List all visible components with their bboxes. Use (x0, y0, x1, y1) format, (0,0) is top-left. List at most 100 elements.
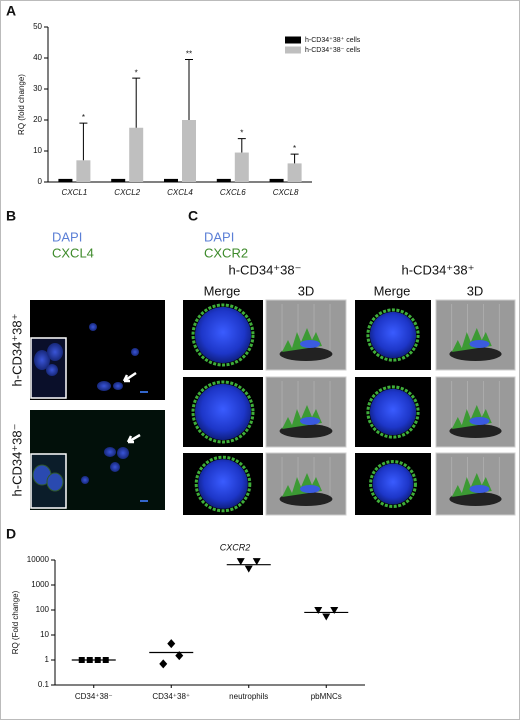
annotation: * (240, 129, 243, 138)
row-label: h-CD34⁺38⁻ (9, 424, 24, 497)
y-tick-label: 10 (33, 146, 42, 155)
column-label: Merge (374, 283, 411, 298)
annotation: * (135, 68, 138, 77)
surface-base (449, 347, 502, 361)
micrograph (30, 300, 165, 400)
error-bar (237, 138, 246, 153)
data-point (252, 558, 261, 566)
y-tick-label: 20 (33, 115, 42, 124)
micrograph (30, 410, 165, 510)
y-tick-label: 0 (38, 177, 43, 186)
data-point (244, 565, 253, 573)
bar (287, 163, 302, 182)
x-tick-label: CXCL8 (273, 188, 299, 197)
legend-label: h-CD34⁺38⁻ cells (305, 46, 361, 54)
panel-label: B (6, 208, 16, 224)
cell-membrane (194, 455, 252, 513)
x-tick-label: CXCL6 (220, 188, 246, 197)
surface-top (469, 485, 490, 493)
data-point (167, 639, 176, 649)
data-point (330, 607, 339, 614)
cell-membrane (369, 460, 417, 508)
data-point (175, 651, 184, 661)
surface-top (469, 417, 490, 425)
cell-membrane (191, 380, 255, 444)
cell-membrane (366, 308, 420, 362)
column-label: Merge (204, 283, 241, 298)
panel-label: A (6, 3, 16, 19)
data-point (236, 558, 245, 566)
annotation: * (293, 144, 296, 153)
group-title: h-CD34⁺38⁺ (402, 262, 475, 277)
panel-label: C (188, 208, 198, 224)
data-point (314, 607, 323, 614)
data-point (94, 657, 101, 663)
y-axis-label: RQ (fold change) (17, 74, 26, 135)
data-point (86, 657, 93, 663)
legend-swatch (285, 46, 301, 54)
cell-membrane (366, 385, 420, 439)
x-tick-label: CD34⁺38⁺ (152, 692, 190, 701)
cell-nucleus (195, 384, 251, 440)
bar (182, 120, 196, 182)
y-axis-label: RQ (Fold change) (11, 590, 20, 654)
error-bar (185, 59, 193, 120)
x-tick-label: neutrophils (229, 692, 268, 701)
surface-base (279, 492, 333, 506)
bar (111, 178, 126, 182)
y-tick-label: 1000 (31, 580, 49, 589)
cell-nucleus (372, 463, 414, 505)
bar (216, 178, 231, 182)
cell-nucleus (369, 388, 417, 436)
y-tick-label: 10000 (27, 555, 50, 564)
bar (129, 127, 144, 182)
data-point (102, 657, 109, 663)
error-bar (132, 77, 141, 128)
surface-base (279, 347, 333, 361)
column-label: 3D (467, 283, 484, 298)
legend-swatch (285, 36, 301, 44)
cell-nucleus (369, 311, 417, 359)
bar (76, 160, 91, 182)
bar (164, 178, 178, 182)
surface-top (300, 485, 320, 493)
x-tick-label: pbMNCs (311, 692, 342, 701)
cell-nucleus (195, 307, 251, 363)
surface-base (279, 424, 333, 438)
x-tick-label: CXCL2 (114, 188, 140, 197)
panel-label: D (6, 526, 16, 542)
error-bar (290, 153, 299, 164)
y-tick-label: 10 (40, 630, 49, 639)
cell-membrane (191, 303, 255, 367)
data-point (78, 657, 85, 663)
surface-top (300, 417, 320, 425)
row-label: h-CD34⁺38⁺ (9, 314, 24, 387)
y-tick-label: 50 (33, 22, 42, 31)
annotation: ** (186, 50, 192, 59)
stain-label: CXCR2 (204, 245, 248, 260)
error-bar (79, 122, 88, 161)
bar (269, 178, 284, 182)
y-tick-label: 0.1 (38, 680, 50, 689)
x-tick-label: CD34⁺38⁻ (75, 692, 113, 701)
y-tick-label: 30 (33, 84, 42, 93)
legend-label: h-CD34⁺38⁺ cells (305, 36, 361, 44)
data-point (322, 613, 331, 621)
stain-label: DAPI (204, 229, 234, 244)
stain-label: DAPI (52, 229, 82, 244)
group-title: h-CD34⁺38⁻ (229, 262, 302, 277)
cell-nucleus (198, 459, 248, 509)
chart-title: CXCR2 (220, 542, 251, 552)
surface-top (300, 340, 320, 348)
data-point (159, 659, 168, 669)
stain-label: CXCL4 (52, 245, 94, 260)
surface-base (449, 424, 502, 438)
y-tick-label: 100 (36, 605, 50, 614)
surface-top (469, 340, 490, 348)
annotation: * (82, 113, 85, 122)
bar (58, 178, 73, 182)
y-tick-label: 40 (33, 53, 42, 62)
surface-base (449, 492, 502, 506)
x-tick-label: CXCL4 (167, 188, 193, 197)
